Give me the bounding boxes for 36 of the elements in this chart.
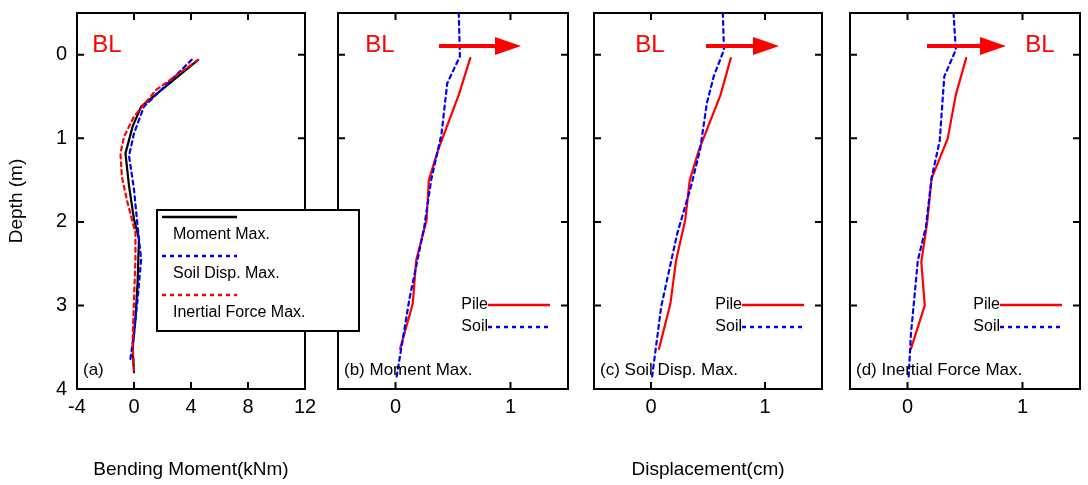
- annotation: BL: [365, 29, 395, 57]
- annotation: (b) Moment Max.: [344, 360, 473, 379]
- legend-label: Pile: [461, 295, 489, 313]
- x-tick-label: -4: [68, 394, 86, 417]
- annotation: BL: [92, 29, 122, 57]
- y-tick-label: 2: [55, 209, 67, 232]
- y-tick-label: 3: [55, 292, 67, 315]
- x-tick-label: 8: [242, 394, 254, 417]
- legend-label: Inertial Force Max.: [173, 303, 306, 321]
- annotation: BL: [1025, 29, 1055, 57]
- y-tick-label: 1: [55, 125, 67, 148]
- x-tick-label: 1: [504, 394, 517, 417]
- annotation: (c) Soil Disp. Max.: [600, 360, 738, 379]
- y-tick-label: 4: [55, 376, 67, 399]
- x-tick-label: 1: [1016, 394, 1029, 417]
- x-tick-label: 0: [389, 394, 402, 417]
- x-tick-label: 1: [759, 394, 771, 417]
- annotation: (a): [83, 360, 104, 379]
- x-tick-label: 0: [645, 394, 657, 417]
- legend-label: Soil: [973, 317, 1000, 335]
- x-axis-title: Displacement(cm): [631, 457, 785, 479]
- legend-label: Pile: [973, 295, 1001, 313]
- legend-label: Pile: [715, 295, 743, 313]
- x-tick-label: 0: [901, 394, 914, 417]
- legend-label: Soil: [461, 317, 488, 335]
- x-tick-label: 0: [128, 394, 140, 417]
- y-axis-title: Depth (m): [4, 158, 26, 244]
- legend-label: Moment Max.: [173, 225, 270, 243]
- x-tick-label: 4: [185, 394, 197, 417]
- legend-label: Soil Disp. Max.: [173, 264, 280, 282]
- y-tick-label: 0: [55, 42, 67, 65]
- x-tick-label: 12: [293, 394, 317, 417]
- annotation: BL: [635, 29, 665, 57]
- annotation: (d) Inertial Force Max.: [856, 360, 1023, 379]
- legend-label: Soil: [715, 317, 742, 335]
- x-axis-title: Bending Moment(kNm): [93, 457, 289, 479]
